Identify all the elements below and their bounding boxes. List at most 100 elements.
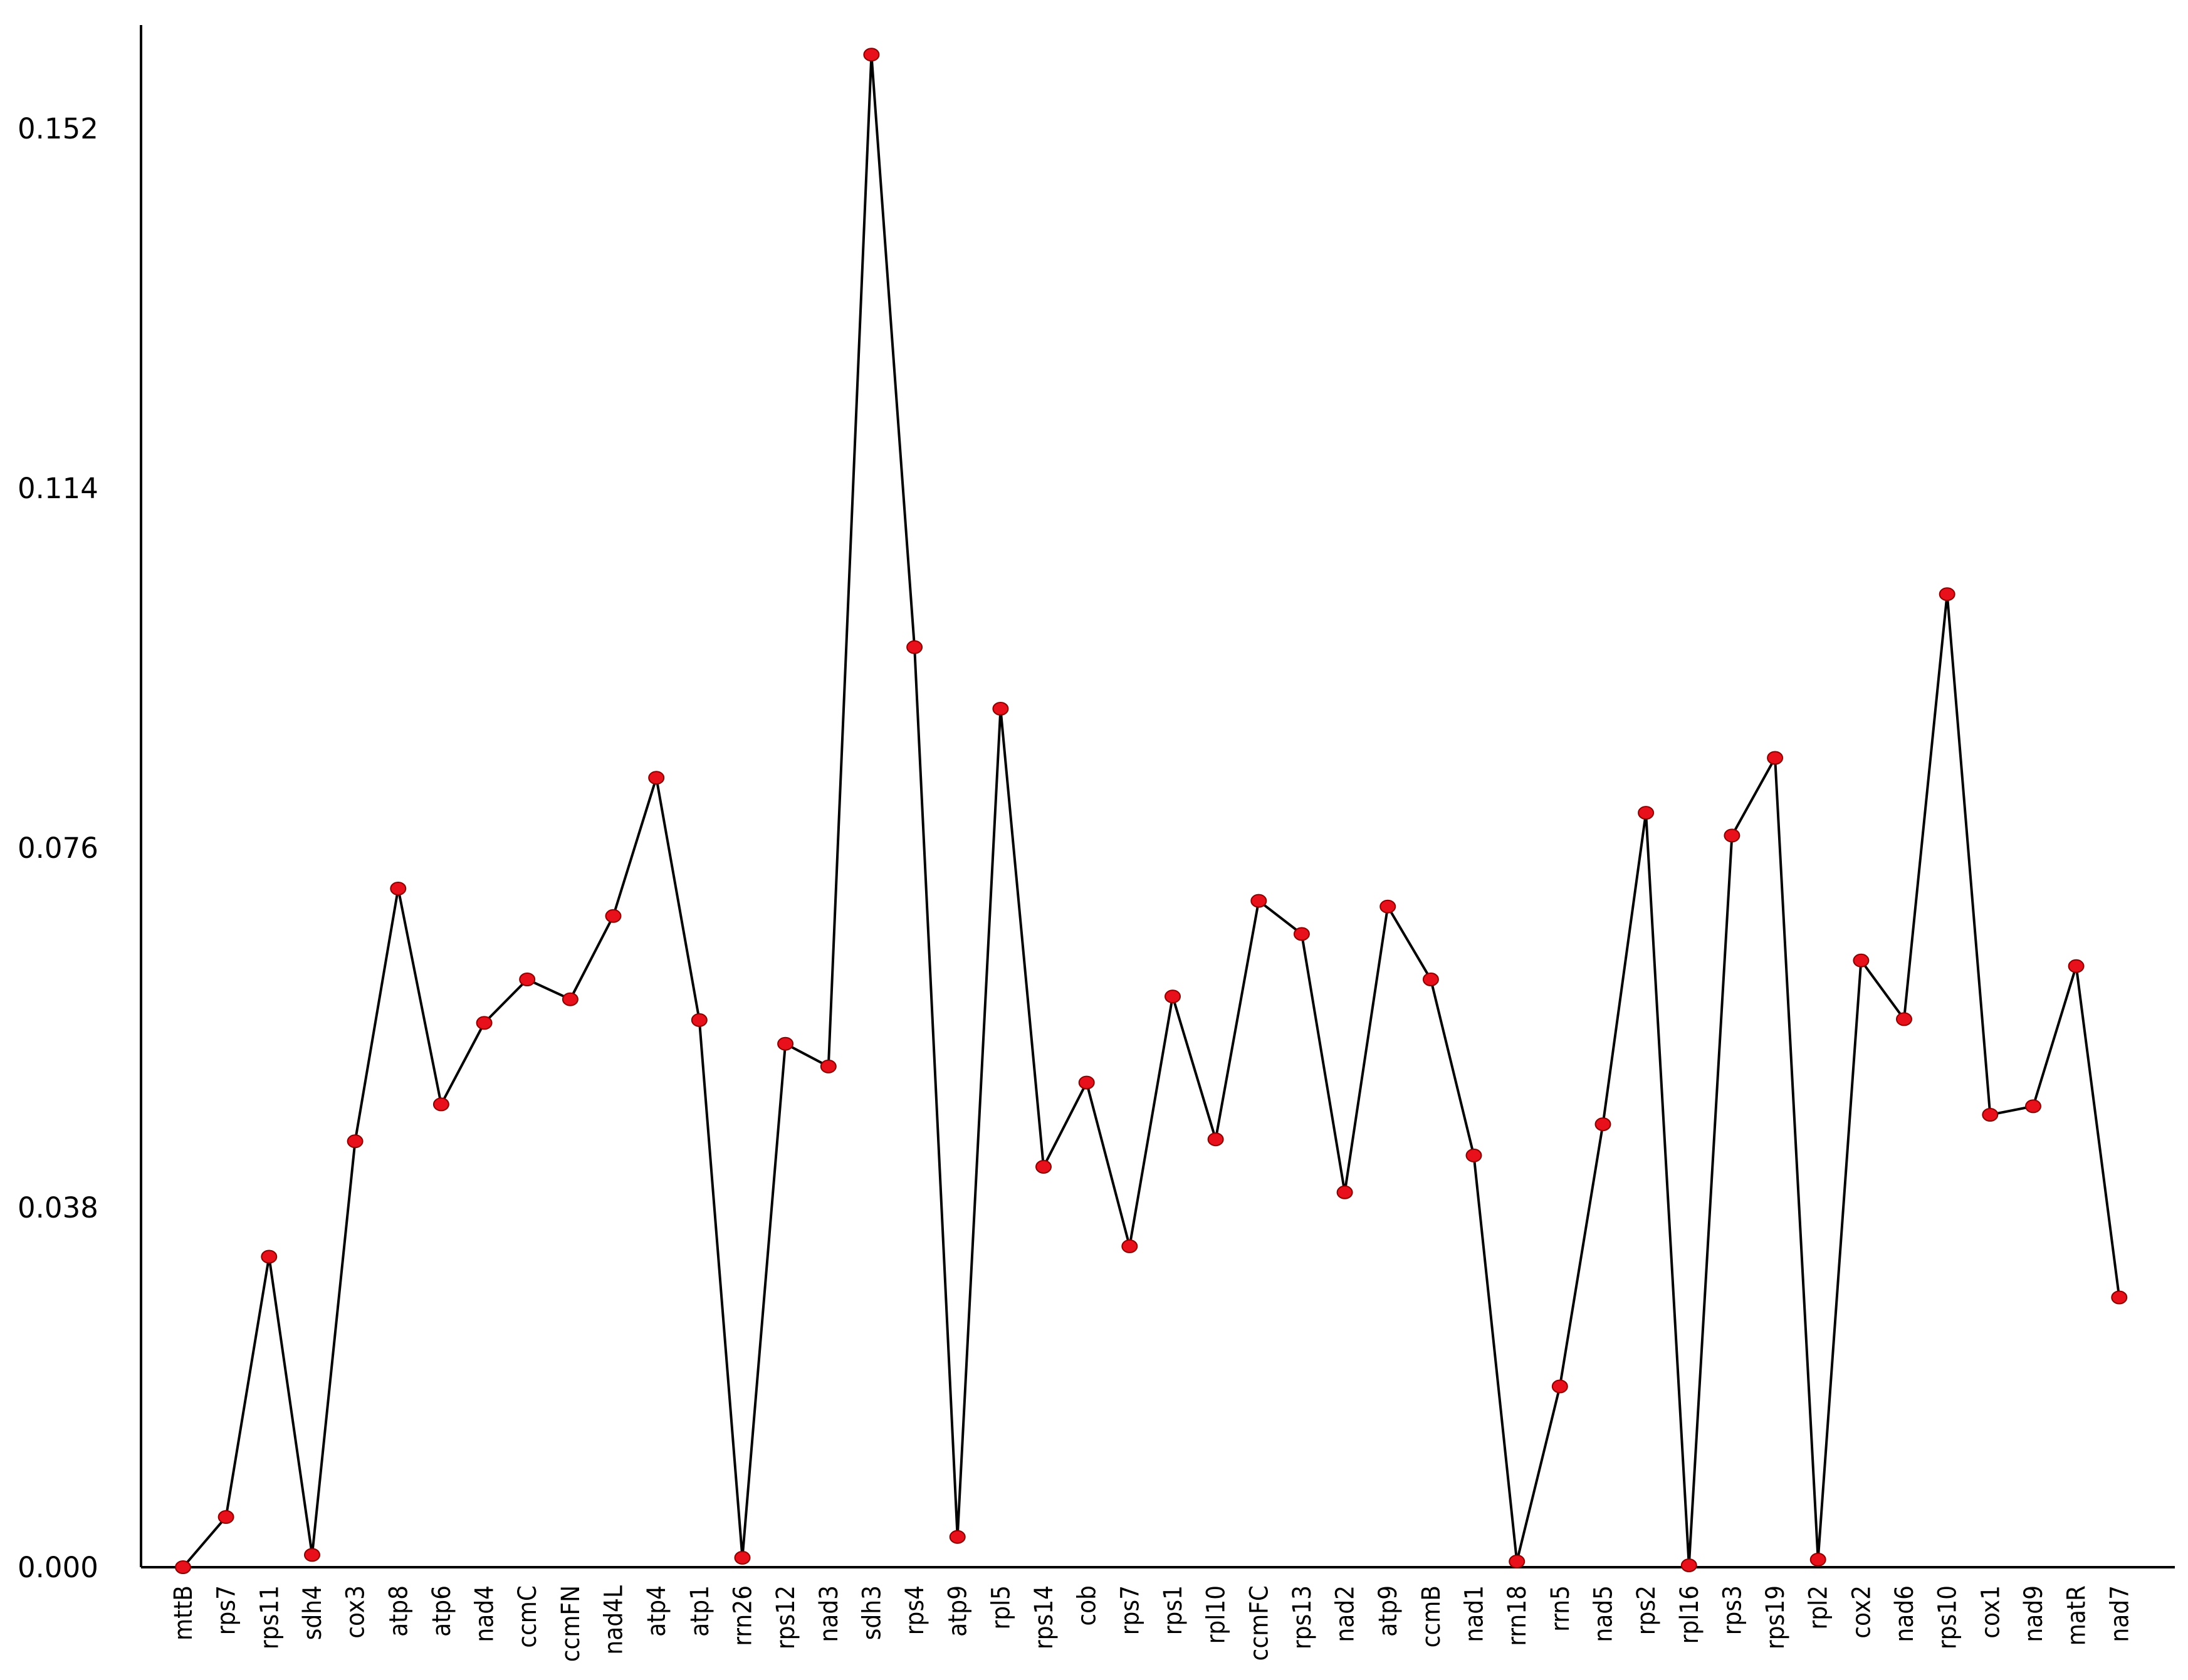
data-point (1638, 806, 1655, 820)
data-point (1509, 1554, 1526, 1568)
x-tick-label: sdh3 (857, 1585, 886, 1640)
data-point (1165, 989, 1181, 1004)
data-point (432, 1097, 449, 1112)
x-tick-label: rrn26 (728, 1585, 757, 1646)
x-tick-label: mttB (169, 1585, 198, 1641)
data-point (304, 1548, 320, 1562)
x-tick-label: rps7 (212, 1585, 241, 1635)
data-point (1422, 973, 1439, 986)
data-point (1121, 1239, 1138, 1253)
data-point (1035, 1160, 1052, 1174)
data-point (1207, 1132, 1224, 1147)
x-tick-label: ccmFC (1245, 1585, 1274, 1661)
x-tick-label: ccmB (1417, 1585, 1446, 1647)
x-tick-label: nad3 (815, 1585, 844, 1642)
data-point (519, 973, 536, 986)
x-tick-label: cox3 (342, 1585, 370, 1639)
data-point (1853, 953, 1870, 968)
x-tick-label: atp6 (427, 1585, 456, 1637)
x-tick-label: rps19 (1761, 1585, 1790, 1649)
x-tick-label: atp4 (642, 1585, 671, 1637)
x-tick-label: rpl2 (1804, 1585, 1833, 1630)
x-tick-label: nad6 (1890, 1585, 1919, 1642)
data-point (476, 1016, 493, 1030)
x-tick-label: nad2 (1331, 1585, 1360, 1642)
x-tick-label: nad1 (1460, 1585, 1489, 1642)
data-point (1078, 1075, 1095, 1090)
data-point (1379, 899, 1396, 914)
data-point (2111, 1290, 2128, 1305)
x-tick-label: rpl16 (1675, 1585, 1704, 1644)
data-point (605, 909, 622, 923)
data-point (2068, 959, 2085, 973)
data-point (820, 1059, 837, 1073)
x-tick-label: rps2 (1632, 1585, 1661, 1635)
x-tick-label: nad7 (2105, 1585, 2134, 1642)
data-point (1293, 927, 1310, 941)
y-tick-label: 0.000 (18, 1551, 98, 1584)
x-tick-label: rps11 (255, 1585, 284, 1649)
data-point (906, 640, 923, 654)
x-tick-label: sdh4 (298, 1585, 327, 1640)
data-point (1767, 751, 1784, 765)
x-tick-label: atp9 (1374, 1585, 1403, 1637)
x-tick-label: cob (1073, 1585, 1102, 1626)
data-point (992, 702, 1009, 716)
x-tick-label: ccmFN (557, 1585, 585, 1662)
x-tick-label: matR (2063, 1585, 2091, 1646)
x-tick-label: nad5 (1589, 1585, 1618, 1642)
data-point (390, 882, 407, 895)
x-tick-label: rps10 (1934, 1585, 1962, 1649)
y-tick-label: 0.152 (18, 112, 98, 145)
x-tick-label: nad4 (471, 1585, 500, 1642)
y-tick-label: 0.038 (18, 1191, 98, 1224)
y-tick-label: 0.114 (18, 472, 98, 505)
x-tick-label: rps3 (1718, 1585, 1747, 1635)
data-point (648, 771, 665, 785)
data-point (1939, 587, 1955, 602)
x-tick-label: atp9 (944, 1585, 973, 1637)
x-tick-label: rpl10 (1202, 1585, 1231, 1644)
data-point (562, 992, 578, 1006)
x-tick-label: atp8 (384, 1585, 413, 1637)
data-point (734, 1550, 751, 1565)
data-point (1250, 894, 1267, 908)
series-line (182, 55, 2121, 1568)
data-point (777, 1036, 794, 1051)
x-tick-label: rrn18 (1503, 1585, 1532, 1646)
data-point (2025, 1099, 2041, 1114)
x-tick-label: cox1 (1976, 1585, 2005, 1639)
x-tick-label: rpl5 (987, 1585, 1015, 1630)
x-tick-label: nad9 (2019, 1585, 2048, 1642)
data-point (1724, 828, 1740, 843)
data-point (1680, 1558, 1697, 1572)
x-tick-label: rps4 (901, 1585, 929, 1635)
x-tick-label: cox2 (1847, 1585, 1876, 1639)
x-tick-label: rps1 (1159, 1585, 1188, 1635)
data-point (217, 1510, 234, 1524)
data-point (175, 1560, 191, 1574)
data-point (1551, 1379, 1568, 1394)
x-tick-label: atp1 (686, 1585, 715, 1637)
data-point (261, 1250, 278, 1264)
data-point (1336, 1185, 1353, 1199)
x-tick-label: rps14 (1030, 1585, 1059, 1649)
x-tick-label: rps13 (1288, 1585, 1317, 1649)
data-point (1896, 1012, 1912, 1026)
data-point (949, 1530, 966, 1544)
y-tick-label: 0.076 (18, 832, 98, 865)
data-point (1594, 1117, 1611, 1132)
x-tick-label: ccmC (513, 1585, 542, 1648)
x-tick-label: nad4L (600, 1585, 629, 1655)
data-point (1809, 1552, 1826, 1567)
data-point (1982, 1108, 1999, 1122)
x-tick-label: rps12 (772, 1585, 800, 1649)
data-point (1465, 1148, 1482, 1162)
data-point (691, 1013, 708, 1027)
plot-area: 0.000 0.038 0.076 0.114 0.152 mttB rps7 rps11 sd… (18, 25, 2175, 1662)
data-point (863, 48, 880, 62)
x-tick-label: rps7 (1116, 1585, 1144, 1635)
data-point (347, 1134, 364, 1149)
x-tick-label: rrn5 (1546, 1585, 1575, 1632)
